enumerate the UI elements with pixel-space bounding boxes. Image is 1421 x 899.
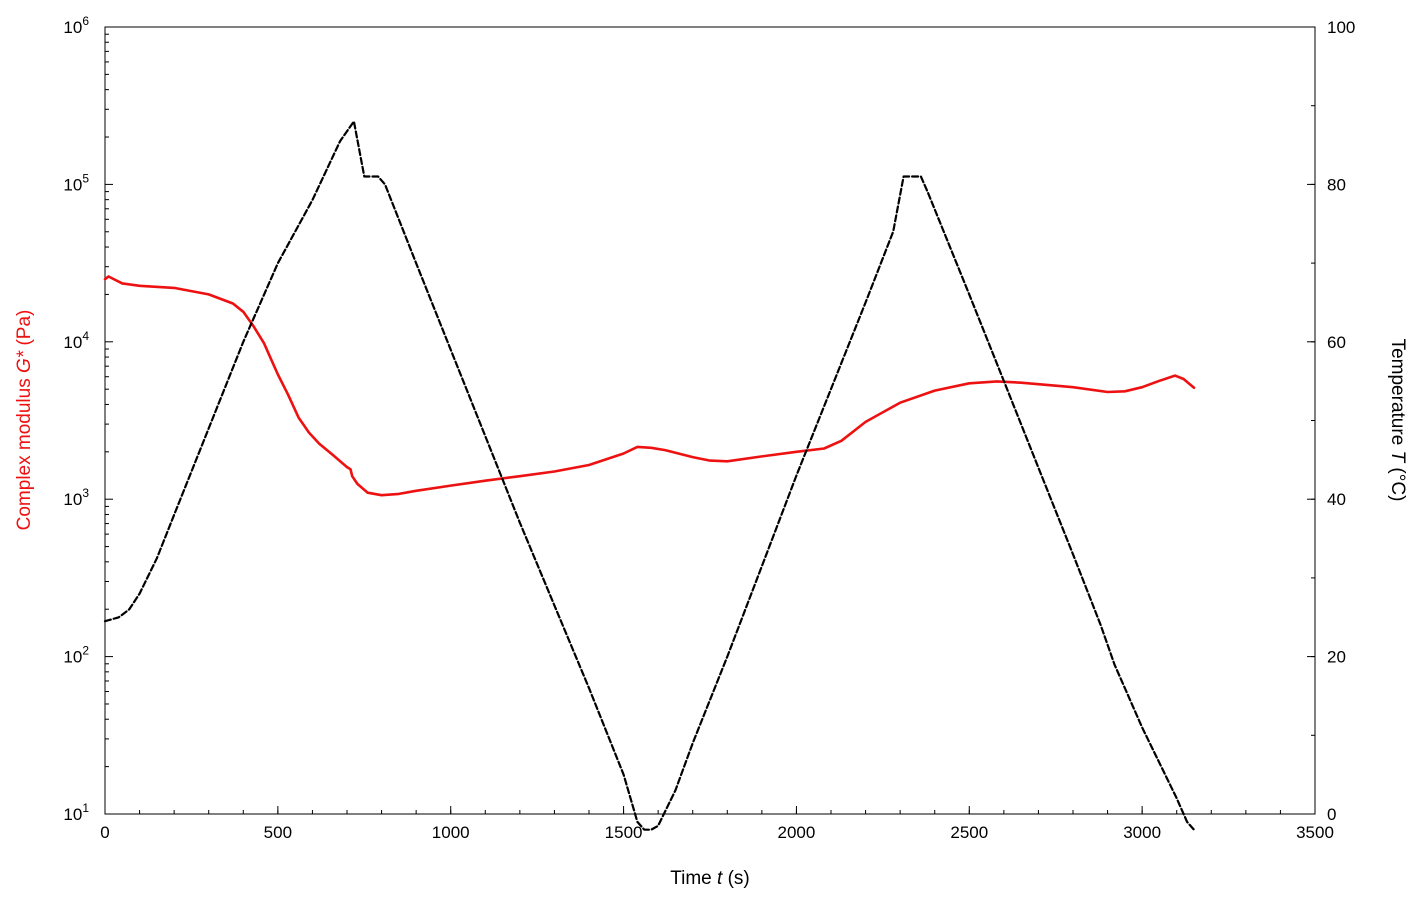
y-left-tick-label: 103 <box>63 486 89 509</box>
y-left-tick-label: 106 <box>63 14 89 37</box>
x-tick-label: 3500 <box>1296 823 1334 842</box>
series-layer <box>103 120 1196 831</box>
y-right-tick-label: 60 <box>1327 333 1346 352</box>
y-right-tick-label: 20 <box>1327 648 1346 667</box>
x-tick-label: 1000 <box>432 823 470 842</box>
plot-frame <box>104 26 1316 815</box>
temperature-series-line <box>103 120 1196 831</box>
y-left-tick-label: 102 <box>63 644 89 667</box>
x-tick-label: 1500 <box>605 823 643 842</box>
x-tick-label: 0 <box>100 823 109 842</box>
x-axis-title: Time t (s) <box>670 868 750 889</box>
y-left-tick-label: 101 <box>63 801 89 824</box>
y-right-tick-label: 100 <box>1327 18 1355 37</box>
y-right-tick-label: 0 <box>1327 805 1336 824</box>
y-left-tick-label: 104 <box>63 329 89 352</box>
y-left-axis-title: Complex modulus G* (Pa) <box>14 310 35 531</box>
x-tick-label: 500 <box>264 823 292 842</box>
y-right-tick-label: 40 <box>1327 490 1346 509</box>
x-tick-label: 2000 <box>778 823 816 842</box>
y-right-tick-label: 80 <box>1327 175 1346 194</box>
x-tick-label: 2500 <box>950 823 988 842</box>
modulus-series-line <box>103 275 1196 497</box>
x-tick-label: 3000 <box>1123 823 1161 842</box>
y-right-axis-title: Temperature T (°C) <box>1387 339 1408 502</box>
y-left-tick-label: 105 <box>63 171 89 194</box>
ticks: 0 500 1000 1500 2000 2500 3000 3500101102103104… <box>63 14 1355 842</box>
